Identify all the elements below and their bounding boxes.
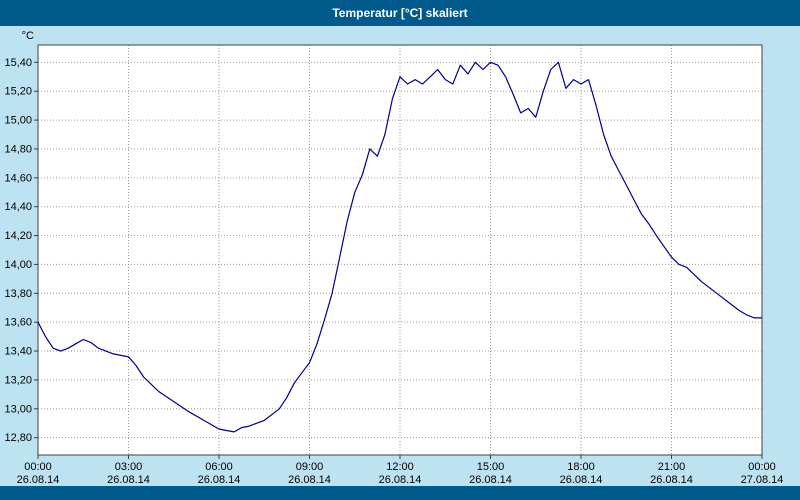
temperature-line-chart: °C 15,40 15,20 15,00 14,80 14,60 14,40 14,20 14,… [4,30,784,486]
window-title: Temperatur [°C] skaliert [332,6,468,20]
x-tick-date-label: 26.08.14 [17,474,60,486]
y-tick-label: 14,60 [4,172,32,184]
y-tick-label: 13,20 [4,374,32,386]
y-tick-label: 15,00 [4,115,32,127]
window-titlebar: Temperatur [°C] skaliert [0,0,800,26]
y-tick-label: 13,40 [4,346,32,358]
x-tick-time-label: 03:00 [115,461,143,473]
y-tick-label: 12,80 [4,432,32,444]
y-tick-label: 13,00 [4,403,32,415]
x-tick-date-label: 26.08.14 [650,474,693,486]
x-tick-time-label: 15:00 [477,461,505,473]
x-tick-time-label: 18:00 [567,461,595,473]
x-tick-time-label: 00:00 [748,461,776,473]
y-axis-unit-label: °C [22,30,34,42]
chart-region: °C 15,40 15,20 15,00 14,80 14,60 14,40 14,20 14,… [0,26,800,486]
y-tick-label: 13,80 [4,288,32,300]
x-tick-date-label: 26.08.14 [469,474,512,486]
x-tick-time-label: 21:00 [658,461,686,473]
x-tick-date-label: 27.08.14 [741,474,784,486]
x-tick-date-label: 26.08.14 [107,474,150,486]
y-tick-label: 14,00 [4,259,32,271]
x-tick-date-label: 26.08.14 [288,474,331,486]
x-tick-date-label: 26.08.14 [198,474,241,486]
x-tick-time-label: 06:00 [205,461,233,473]
x-tick-time-label: 00:00 [24,461,52,473]
y-tick-label: 14,40 [4,201,32,213]
y-tick-label: 15,20 [4,86,32,98]
plot-frame [37,44,763,456]
x-tick-date-label: 26.08.14 [379,474,422,486]
window-bottombar [0,486,800,500]
x-tick-time-label: 12:00 [386,461,414,473]
y-tick-label: 14,20 [4,230,32,242]
y-tick-label: 15,40 [4,57,32,69]
x-tick-date-label: 26.08.14 [560,474,603,486]
y-tick-label: 13,60 [4,317,32,329]
temperature-series-line [37,61,762,433]
x-tick-time-label: 09:00 [296,461,324,473]
y-tick-label: 14,80 [4,143,32,155]
